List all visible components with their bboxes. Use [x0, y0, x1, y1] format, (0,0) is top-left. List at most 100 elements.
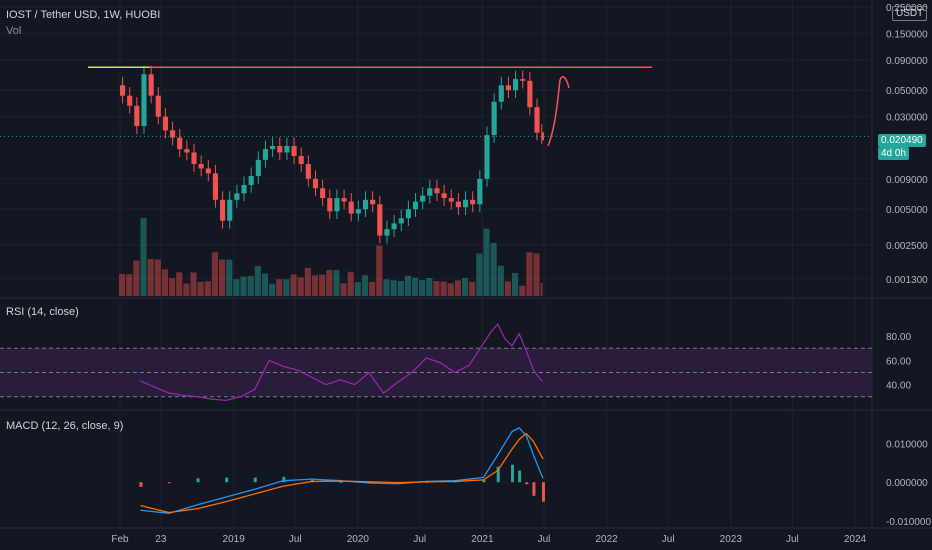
candle-body	[298, 156, 304, 164]
candle-body	[227, 199, 233, 221]
volume-bar	[261, 273, 269, 296]
volume-bar	[397, 280, 404, 296]
volume-bar	[240, 276, 247, 296]
candle-body	[327, 198, 333, 212]
volume-bar	[419, 280, 426, 296]
candle-body	[141, 74, 147, 127]
volume-bar	[361, 275, 369, 296]
candle-body	[127, 95, 133, 106]
volume-bar	[140, 217, 147, 296]
candle-body	[341, 198, 347, 202]
volume-bar	[497, 265, 504, 296]
price-tick-label: 0.030000	[886, 113, 928, 124]
candle-body	[370, 199, 376, 205]
candle-body	[241, 184, 247, 194]
candle-body	[513, 79, 519, 91]
volume-bar	[190, 272, 197, 296]
volume-bar	[333, 270, 340, 296]
candle-body	[355, 209, 361, 214]
volume-bar	[204, 281, 211, 296]
volume-bar	[283, 279, 290, 296]
volume-bar	[147, 259, 154, 296]
rsi-line	[140, 322, 544, 401]
candle-body	[398, 218, 404, 224]
candle-body	[412, 201, 419, 210]
volume-bar	[404, 275, 411, 296]
volume-bar	[133, 260, 140, 296]
price-tick-label: 0.150000	[886, 29, 928, 40]
candle-body	[262, 149, 269, 160]
candle-body	[470, 199, 476, 205]
price-badge: 0.020490	[878, 134, 926, 147]
price-tick-label: 0.050000	[886, 86, 928, 97]
candle-body	[248, 176, 254, 185]
currency-badge[interactable]: USDT	[892, 6, 928, 21]
volume-bar	[169, 278, 176, 296]
candle-body	[462, 199, 469, 208]
macd-histogram-bar	[532, 482, 536, 496]
candle-body	[505, 85, 511, 91]
projection-curve	[547, 75, 570, 147]
candle-body	[212, 173, 219, 200]
volume-label: Vol	[6, 25, 22, 37]
macd-histogram-bar	[511, 464, 514, 483]
time-tick-label: 2023	[720, 534, 743, 545]
volume-bar	[319, 274, 326, 296]
macd-histogram-bar	[541, 482, 545, 502]
volume-bar	[183, 283, 190, 296]
macd-line	[140, 426, 544, 514]
rsi-tick-label: 40.00	[886, 381, 911, 392]
candle-body	[348, 201, 354, 214]
volume-bars	[118, 217, 543, 296]
macd-histogram-bar	[253, 477, 257, 483]
volume-bar	[326, 270, 333, 296]
volume-bar	[476, 253, 483, 296]
candle-body	[441, 193, 447, 199]
candle-body	[362, 199, 369, 210]
volume-bar	[290, 274, 297, 296]
macd-histogram-bar	[168, 482, 171, 484]
volume-bar	[347, 271, 354, 296]
volume-bar	[233, 279, 240, 296]
volume-bar	[426, 277, 433, 296]
candle-body	[534, 107, 540, 133]
volume-bar	[226, 259, 233, 296]
volume-bar	[454, 280, 461, 296]
volume-bar	[447, 283, 454, 296]
volume-bar	[340, 283, 347, 296]
volume-bar	[376, 245, 383, 296]
macd-histogram-bar	[225, 477, 229, 483]
candle-body	[455, 201, 461, 208]
volume-bar	[433, 281, 440, 296]
candles	[119, 65, 544, 244]
macd-signal-line	[140, 432, 544, 514]
candle-body	[205, 168, 211, 174]
candle-body	[134, 105, 140, 127]
candle-body	[527, 80, 533, 108]
candle-body	[191, 152, 197, 164]
candle-body	[420, 195, 426, 202]
time-tick-label: 2024	[844, 534, 867, 545]
time-tick-label: 2020	[347, 534, 370, 545]
volume-bar	[211, 252, 219, 296]
candle-body	[491, 101, 497, 136]
volume-bar	[304, 267, 311, 296]
volume-bar	[390, 280, 397, 296]
candle-body	[198, 163, 204, 169]
price-tick-label: 0.090000	[886, 56, 928, 67]
rsi-tick-label: 60.00	[886, 356, 911, 367]
macd-tick-label: -0.010000	[886, 517, 931, 528]
volume-bar	[247, 275, 254, 296]
macd-label: MACD (12, 26, close, 9)	[6, 420, 124, 432]
volume-bar	[540, 283, 543, 296]
volume-bar	[512, 272, 519, 296]
volume-bar	[483, 228, 490, 296]
candle-body	[177, 137, 183, 150]
candle-body	[391, 223, 397, 230]
candle-body	[448, 198, 454, 202]
macd-histogram-bar	[282, 476, 286, 483]
price-tick-label: 0.009000	[886, 175, 928, 186]
macd-tick-label: 0.010000	[886, 439, 928, 450]
candle-body	[284, 145, 290, 153]
